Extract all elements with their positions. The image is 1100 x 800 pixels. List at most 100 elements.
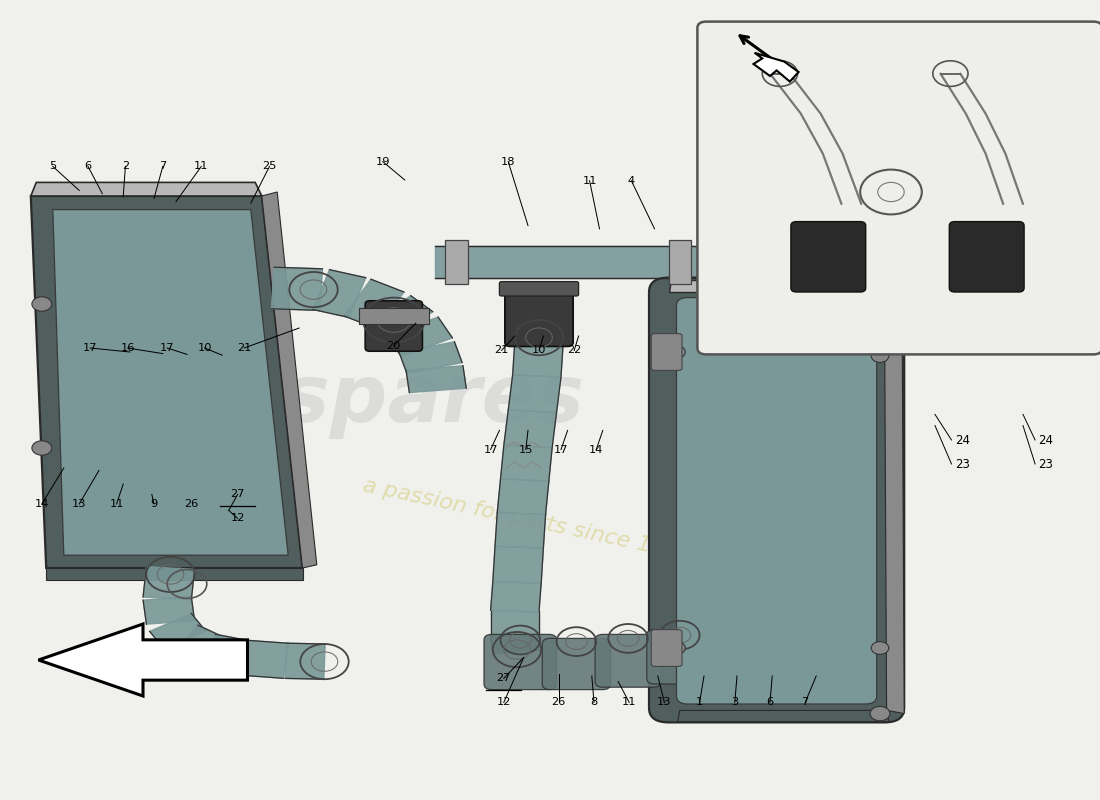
Polygon shape [884, 292, 904, 714]
Text: 10: 10 [531, 346, 547, 355]
FancyBboxPatch shape [651, 630, 682, 666]
FancyBboxPatch shape [697, 22, 1100, 354]
Text: 16: 16 [120, 343, 135, 353]
Text: 2: 2 [122, 162, 129, 171]
Text: 17: 17 [160, 343, 175, 353]
Polygon shape [678, 710, 889, 722]
FancyBboxPatch shape [949, 222, 1024, 292]
Text: 8: 8 [591, 698, 597, 707]
Circle shape [871, 350, 889, 362]
Polygon shape [495, 513, 546, 548]
Text: 18: 18 [500, 157, 516, 166]
Polygon shape [272, 267, 322, 310]
Text: 1: 1 [696, 698, 703, 707]
Polygon shape [504, 410, 557, 448]
Text: 11: 11 [582, 176, 597, 186]
Text: 22: 22 [568, 346, 581, 355]
Polygon shape [500, 445, 552, 482]
Text: 6: 6 [85, 162, 91, 171]
Circle shape [870, 706, 890, 721]
Text: 27: 27 [496, 674, 512, 683]
Text: 23: 23 [1038, 458, 1054, 470]
Polygon shape [312, 270, 366, 318]
Text: 26: 26 [552, 698, 565, 707]
Text: 14: 14 [34, 499, 50, 509]
FancyBboxPatch shape [595, 634, 661, 687]
FancyBboxPatch shape [676, 298, 877, 704]
FancyBboxPatch shape [484, 634, 557, 690]
Text: 23: 23 [955, 458, 970, 470]
Polygon shape [150, 614, 206, 649]
Polygon shape [39, 624, 248, 696]
Text: 12: 12 [230, 514, 245, 523]
Circle shape [32, 297, 52, 311]
Text: 20: 20 [386, 341, 402, 350]
Polygon shape [31, 196, 303, 568]
Polygon shape [285, 643, 326, 679]
Text: 9: 9 [151, 499, 157, 509]
Text: 27: 27 [230, 490, 245, 499]
Text: 13: 13 [72, 499, 87, 509]
FancyBboxPatch shape [696, 628, 756, 681]
Text: 19: 19 [375, 157, 390, 166]
Text: 11: 11 [194, 162, 209, 171]
FancyBboxPatch shape [542, 638, 610, 690]
Polygon shape [754, 53, 799, 82]
Polygon shape [723, 274, 773, 295]
FancyBboxPatch shape [649, 278, 904, 722]
Polygon shape [491, 611, 539, 636]
Text: 14: 14 [588, 445, 604, 454]
Polygon shape [508, 374, 561, 413]
FancyBboxPatch shape [791, 222, 866, 292]
Polygon shape [371, 296, 432, 341]
Text: 3: 3 [732, 698, 738, 707]
Text: 7: 7 [160, 162, 166, 171]
FancyBboxPatch shape [505, 284, 573, 346]
Polygon shape [399, 342, 462, 374]
Polygon shape [31, 182, 262, 196]
Text: 7: 7 [802, 698, 808, 707]
Polygon shape [240, 640, 288, 678]
Polygon shape [491, 582, 541, 612]
Text: 12: 12 [496, 698, 512, 707]
Polygon shape [434, 246, 702, 278]
Text: 5: 5 [50, 162, 56, 171]
Polygon shape [143, 597, 195, 624]
Polygon shape [513, 342, 563, 377]
Polygon shape [406, 366, 466, 393]
Text: 17: 17 [82, 343, 98, 353]
FancyBboxPatch shape [647, 630, 713, 684]
Polygon shape [716, 258, 764, 289]
Polygon shape [491, 634, 541, 654]
Text: a passion for parts since 1985: a passion for parts since 1985 [362, 475, 694, 565]
Text: 25: 25 [262, 162, 277, 171]
Text: eurospares: eurospares [76, 361, 584, 439]
Polygon shape [172, 625, 222, 666]
Text: 6: 6 [767, 698, 773, 707]
Polygon shape [53, 210, 288, 555]
FancyBboxPatch shape [365, 301, 422, 351]
Polygon shape [262, 192, 317, 568]
Text: 10: 10 [197, 343, 212, 353]
Text: 26: 26 [185, 499, 198, 509]
Polygon shape [669, 280, 884, 292]
Circle shape [668, 642, 685, 654]
Polygon shape [710, 247, 746, 283]
Text: 24: 24 [955, 434, 970, 446]
Text: 17: 17 [483, 445, 498, 454]
Polygon shape [493, 546, 543, 583]
Text: 11: 11 [621, 698, 637, 707]
Text: 21: 21 [236, 343, 252, 353]
Text: 21: 21 [494, 346, 509, 355]
Polygon shape [202, 634, 249, 674]
FancyBboxPatch shape [651, 334, 682, 370]
Polygon shape [387, 317, 452, 357]
Polygon shape [669, 240, 691, 284]
Polygon shape [702, 245, 721, 280]
Text: 24: 24 [1038, 434, 1054, 446]
Polygon shape [446, 240, 468, 284]
Text: 17: 17 [553, 445, 569, 454]
FancyBboxPatch shape [499, 282, 579, 296]
Polygon shape [497, 478, 549, 515]
Text: 11: 11 [109, 499, 124, 509]
